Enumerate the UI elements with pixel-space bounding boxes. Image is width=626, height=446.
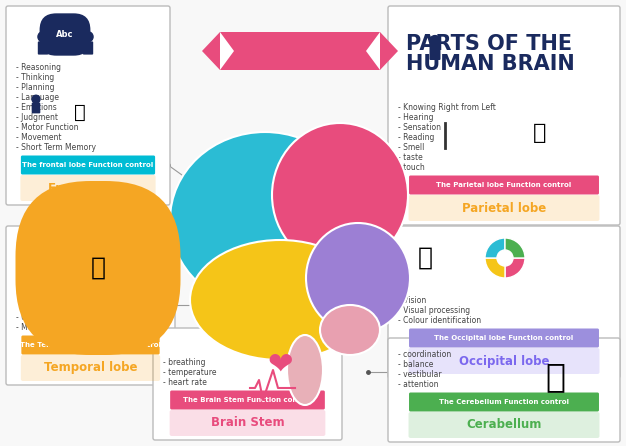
FancyBboxPatch shape	[153, 328, 342, 440]
FancyBboxPatch shape	[21, 355, 160, 381]
Polygon shape	[220, 32, 234, 70]
Ellipse shape	[272, 123, 408, 267]
Text: - Movement: - Movement	[16, 133, 61, 142]
Text: Abc: Abc	[56, 30, 74, 39]
FancyBboxPatch shape	[21, 175, 156, 201]
Text: - Hearing: - Hearing	[398, 113, 433, 122]
Text: - Visual processing: - Visual processing	[398, 306, 470, 315]
Text: - balance: - balance	[398, 360, 433, 369]
FancyBboxPatch shape	[429, 46, 441, 60]
Text: 🌐: 🌐	[91, 256, 106, 280]
Text: - heart rate: - heart rate	[163, 378, 207, 387]
Text: The Temporal lobe Function control: The Temporal lobe Function control	[20, 342, 161, 348]
FancyBboxPatch shape	[32, 103, 40, 113]
Text: - attention: - attention	[398, 380, 438, 389]
FancyBboxPatch shape	[388, 6, 620, 225]
FancyBboxPatch shape	[6, 6, 170, 205]
Text: Cerabellum: Cerabellum	[466, 418, 541, 431]
Text: Temporal lobe: Temporal lobe	[44, 362, 137, 375]
Circle shape	[429, 36, 441, 46]
FancyBboxPatch shape	[170, 391, 325, 409]
FancyBboxPatch shape	[409, 348, 600, 374]
Wedge shape	[505, 238, 525, 258]
Text: The Cerebellum Function control: The Cerebellum Function control	[439, 399, 569, 405]
FancyBboxPatch shape	[409, 175, 599, 194]
Text: - Motor Function: - Motor Function	[16, 123, 78, 132]
Text: ❤: ❤	[267, 352, 293, 381]
FancyBboxPatch shape	[170, 410, 326, 436]
Circle shape	[39, 248, 48, 257]
Text: - Language: - Language	[16, 93, 59, 102]
Ellipse shape	[190, 240, 370, 360]
Text: - Understanding language: - Understanding language	[16, 313, 116, 322]
Text: - Sensation: - Sensation	[398, 123, 441, 132]
FancyBboxPatch shape	[21, 335, 160, 355]
Text: - Colour identification: - Colour identification	[398, 316, 481, 325]
Text: The Brain Stem Function control: The Brain Stem Function control	[183, 397, 312, 403]
FancyBboxPatch shape	[409, 329, 599, 347]
Text: The frontal lobe Function control: The frontal lobe Function control	[23, 162, 153, 168]
Text: Parietal lobe: Parietal lobe	[462, 202, 546, 215]
FancyBboxPatch shape	[21, 156, 155, 174]
Text: 🧍: 🧍	[545, 360, 565, 393]
Text: - Memory: - Memory	[16, 323, 52, 332]
Text: - coordination: - coordination	[398, 350, 451, 359]
Text: - Short Term Memory: - Short Term Memory	[16, 143, 96, 152]
Ellipse shape	[306, 223, 410, 333]
Polygon shape	[366, 32, 380, 70]
Ellipse shape	[287, 335, 323, 405]
FancyBboxPatch shape	[388, 338, 620, 442]
Text: - vestibular: - vestibular	[398, 370, 441, 379]
FancyBboxPatch shape	[83, 41, 93, 54]
Ellipse shape	[320, 305, 380, 355]
FancyBboxPatch shape	[409, 412, 600, 438]
Text: - Reasoning: - Reasoning	[16, 63, 61, 72]
Text: - temperature: - temperature	[163, 368, 217, 377]
Text: Occipital lobe: Occipital lobe	[459, 355, 549, 368]
Text: - Smell: - Smell	[398, 143, 424, 152]
Text: Frontal lobe: Frontal lobe	[48, 182, 128, 194]
Text: - Emotions: - Emotions	[16, 103, 57, 112]
FancyBboxPatch shape	[409, 392, 599, 412]
Text: 👁: 👁	[418, 246, 433, 270]
Circle shape	[497, 250, 513, 266]
Text: - Vision: - Vision	[398, 296, 426, 305]
FancyBboxPatch shape	[6, 226, 175, 385]
Text: Brain Stem: Brain Stem	[211, 417, 284, 429]
Text: The Occipital lobe Function control: The Occipital lobe Function control	[434, 335, 573, 341]
Wedge shape	[485, 258, 505, 278]
Text: - Planning: - Planning	[16, 83, 54, 92]
Text: HUMAN BRAIN: HUMAN BRAIN	[406, 54, 575, 74]
Text: PARTS OF THE: PARTS OF THE	[406, 34, 572, 54]
Wedge shape	[485, 238, 505, 258]
Text: - breathing: - breathing	[163, 358, 205, 367]
Text: - Thinking: - Thinking	[16, 73, 54, 82]
Text: - taste: - taste	[398, 153, 423, 162]
Circle shape	[83, 32, 93, 42]
Wedge shape	[505, 258, 525, 278]
Text: - Reading: - Reading	[398, 133, 434, 142]
FancyBboxPatch shape	[409, 195, 600, 221]
Text: 👅: 👅	[533, 123, 546, 143]
Text: 💡: 💡	[74, 103, 86, 122]
Text: - touch: - touch	[398, 163, 425, 172]
Text: The Parietal lobe Function control: The Parietal lobe Function control	[436, 182, 572, 188]
Polygon shape	[202, 32, 398, 70]
Circle shape	[38, 32, 48, 42]
Ellipse shape	[170, 132, 360, 308]
Text: - Judgment: - Judgment	[16, 113, 58, 122]
FancyBboxPatch shape	[38, 41, 48, 54]
Text: - Knowing Right from Left: - Knowing Right from Left	[398, 103, 496, 112]
Circle shape	[32, 95, 40, 103]
FancyBboxPatch shape	[38, 257, 48, 269]
FancyBboxPatch shape	[388, 226, 620, 378]
